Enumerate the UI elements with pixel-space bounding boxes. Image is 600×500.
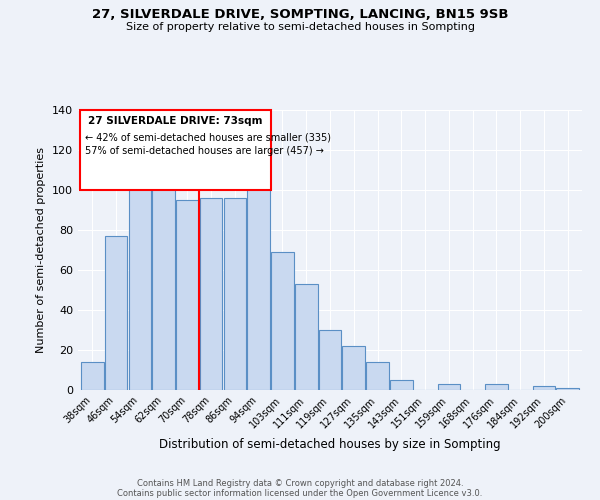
Bar	[295, 284, 317, 390]
Text: 27, SILVERDALE DRIVE, SOMPTING, LANCING, BN15 9SB: 27, SILVERDALE DRIVE, SOMPTING, LANCING,…	[92, 8, 508, 20]
Text: ← 42% of semi-detached houses are smaller (335): ← 42% of semi-detached houses are smalle…	[85, 132, 331, 142]
Bar	[485, 384, 508, 390]
Bar	[152, 164, 175, 390]
Bar	[247, 170, 270, 390]
Bar	[437, 384, 460, 390]
Bar	[128, 184, 151, 390]
Bar	[200, 198, 223, 390]
Bar	[319, 330, 341, 390]
X-axis label: Distribution of semi-detached houses by size in Sompting: Distribution of semi-detached houses by …	[159, 438, 501, 451]
Text: Contains public sector information licensed under the Open Government Licence v3: Contains public sector information licen…	[118, 488, 482, 498]
Bar	[533, 386, 555, 390]
Y-axis label: Number of semi-detached properties: Number of semi-detached properties	[37, 147, 46, 353]
Bar	[343, 346, 365, 390]
Bar	[176, 200, 199, 390]
Bar	[366, 362, 389, 390]
Text: Size of property relative to semi-detached houses in Sompting: Size of property relative to semi-detach…	[125, 22, 475, 32]
Bar	[81, 362, 104, 390]
Bar	[271, 252, 294, 390]
Bar	[224, 198, 246, 390]
Text: Contains HM Land Registry data © Crown copyright and database right 2024.: Contains HM Land Registry data © Crown c…	[137, 478, 463, 488]
Text: 27 SILVERDALE DRIVE: 73sqm: 27 SILVERDALE DRIVE: 73sqm	[88, 116, 263, 126]
Text: 57% of semi-detached houses are larger (457) →: 57% of semi-detached houses are larger (…	[85, 146, 324, 156]
Bar	[105, 236, 127, 390]
FancyBboxPatch shape	[80, 110, 271, 190]
Bar	[556, 388, 579, 390]
Bar	[390, 380, 413, 390]
